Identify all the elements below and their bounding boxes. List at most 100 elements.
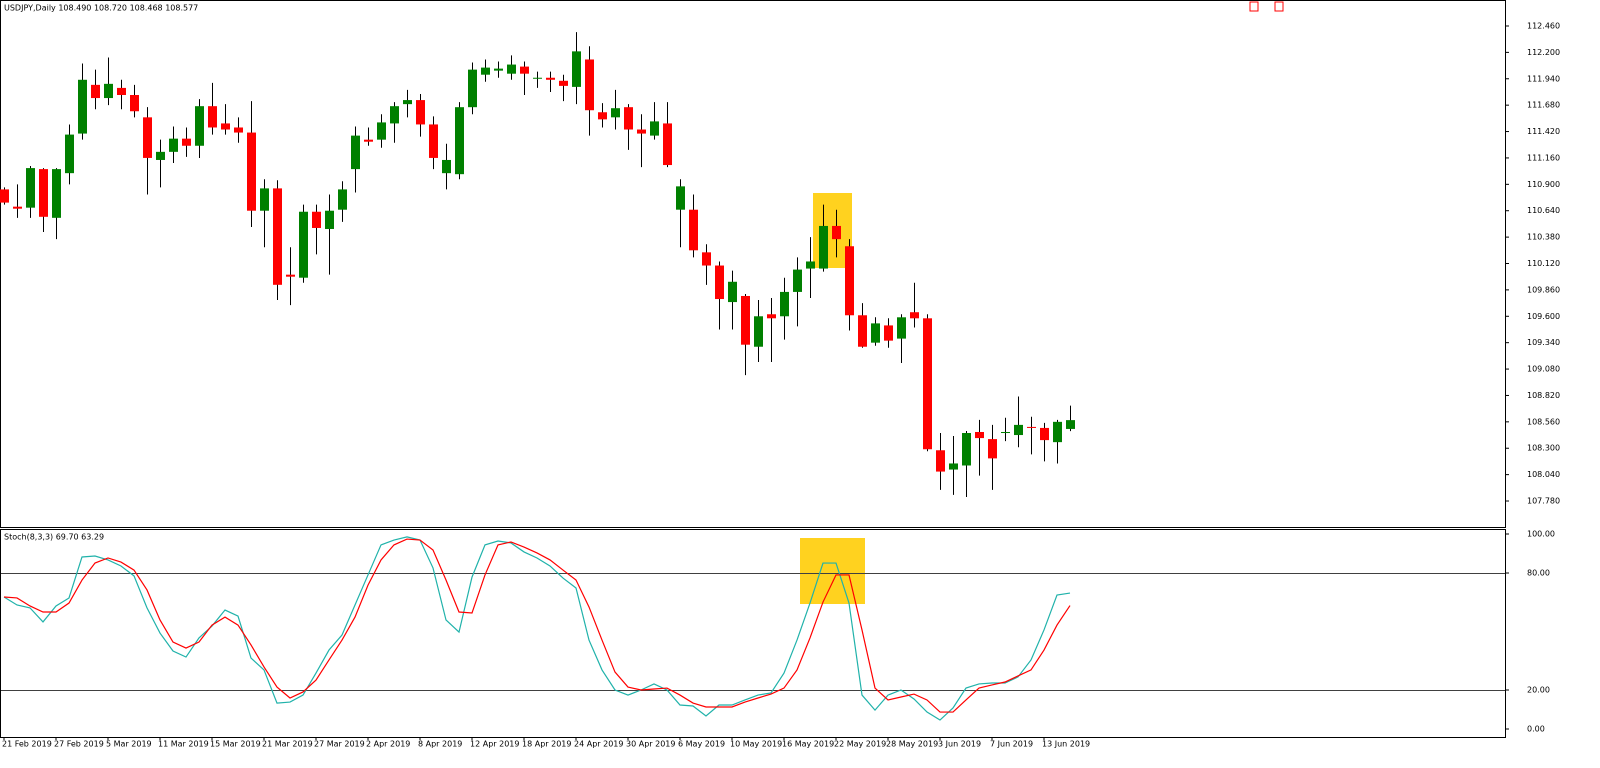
candle-body: [897, 317, 906, 339]
candle-body: [572, 51, 581, 87]
y-tick-label: 111.160: [1527, 153, 1560, 162]
candle-body: [364, 139, 373, 142]
candle-body: [780, 291, 789, 317]
candle-body: [650, 121, 659, 136]
candle-body: [585, 59, 594, 111]
x-tick-label: 16 May 2019: [782, 740, 834, 749]
candle-body: [169, 138, 178, 152]
candle-body: [741, 295, 750, 345]
candle-body: [975, 431, 984, 439]
candle-body: [533, 77, 542, 79]
x-tick-label: 11 Mar 2019: [158, 740, 209, 749]
x-tick-label: 22 May 2019: [834, 740, 886, 749]
y-tick-label: 108.820: [1527, 391, 1560, 400]
candle-body: [1053, 421, 1062, 443]
candle-body: [832, 225, 841, 240]
y-tick-label: 110.120: [1527, 259, 1560, 268]
candle-body: [767, 314, 776, 319]
candle-body: [143, 117, 152, 158]
x-tick-label: 27 Feb 2019: [54, 740, 104, 749]
candle-body: [546, 77, 555, 80]
candle-body: [559, 80, 568, 86]
candle-body: [312, 211, 321, 228]
candle-body: [910, 312, 919, 319]
y-tick-label: 108.560: [1527, 417, 1560, 426]
y-tick-label: 20.00: [1527, 686, 1550, 695]
candle-body: [195, 106, 204, 146]
y-tick-label: 109.080: [1527, 365, 1560, 374]
y-tick-label: 112.460: [1527, 21, 1560, 30]
x-tick-label: 18 Apr 2019: [522, 740, 571, 749]
candle-body: [234, 127, 243, 133]
x-tick-label: 30 Apr 2019: [626, 740, 675, 749]
y-tick-label: 110.640: [1527, 206, 1560, 215]
candle-body: [624, 107, 633, 130]
candle-body: [377, 122, 386, 140]
candle-body: [494, 68, 503, 71]
candle-body: [611, 108, 620, 118]
candle-body: [455, 107, 464, 175]
y-tick-label: 111.940: [1527, 74, 1560, 83]
x-tick-label: 24 Apr 2019: [574, 740, 623, 749]
y-tick-label: 109.340: [1527, 338, 1560, 347]
candle-body: [676, 186, 685, 210]
candle-body: [923, 318, 932, 450]
marker: [1274, 1, 1284, 12]
y-tick-label: 80.00: [1527, 568, 1550, 577]
candle-body: [793, 269, 802, 292]
candle-body: [325, 210, 334, 229]
x-tick-label: 28 May 2019: [886, 740, 938, 749]
y-tick-label: 107.780: [1527, 497, 1560, 506]
x-tick-label: 15 Mar 2019: [210, 740, 261, 749]
y-tick-label: 109.860: [1527, 285, 1560, 294]
candle-body: [117, 87, 126, 96]
candle-body: [1027, 426, 1036, 428]
candle-body: [273, 188, 282, 285]
candle-body: [689, 209, 698, 251]
candle-body: [598, 112, 607, 120]
candle-body: [663, 123, 672, 166]
candle-body: [1014, 424, 1023, 436]
candle-body: [520, 66, 529, 74]
x-tick-label: 2 Apr 2019: [366, 740, 410, 749]
x-tick-label: 21 Feb 2019: [2, 740, 52, 749]
candle-body: [91, 84, 100, 99]
candle-body: [260, 188, 269, 211]
y-tick-label: 108.300: [1527, 444, 1560, 453]
indicator-title: Stoch(8,3,3) 69.70 63.29: [4, 533, 104, 542]
stoch-line: [3, 536, 1071, 721]
candle-body: [0, 189, 9, 203]
candle-body: [39, 169, 48, 217]
candle-body: [52, 169, 61, 218]
candle-body: [728, 281, 737, 303]
highlight: [800, 538, 865, 604]
candle-body: [351, 135, 360, 170]
candle-body: [104, 83, 113, 99]
candle-body: [819, 225, 828, 269]
candle-body: [936, 450, 945, 472]
candle-body: [468, 69, 477, 108]
candle-body: [78, 79, 87, 134]
candle-body: [702, 252, 711, 266]
candle-body: [1066, 420, 1075, 429]
y-tick-label: 111.680: [1527, 101, 1560, 110]
x-tick-label: 21 Mar 2019: [262, 740, 313, 749]
candle-body: [507, 64, 516, 74]
candle-body: [962, 433, 971, 466]
candle-body: [715, 265, 724, 300]
candle-body: [637, 129, 646, 134]
candle-body: [988, 439, 997, 459]
candle-body: [208, 106, 217, 128]
candle-body: [442, 159, 451, 174]
x-tick-label: 12 Apr 2019: [470, 740, 519, 749]
candle-body: [858, 315, 867, 347]
candle-body: [247, 132, 256, 211]
candle-body: [806, 261, 815, 269]
stoch-line: [3, 538, 1071, 713]
candle-body: [1040, 427, 1049, 441]
x-tick-label: 7 Jun 2019: [990, 740, 1033, 749]
candle-body: [338, 189, 347, 210]
